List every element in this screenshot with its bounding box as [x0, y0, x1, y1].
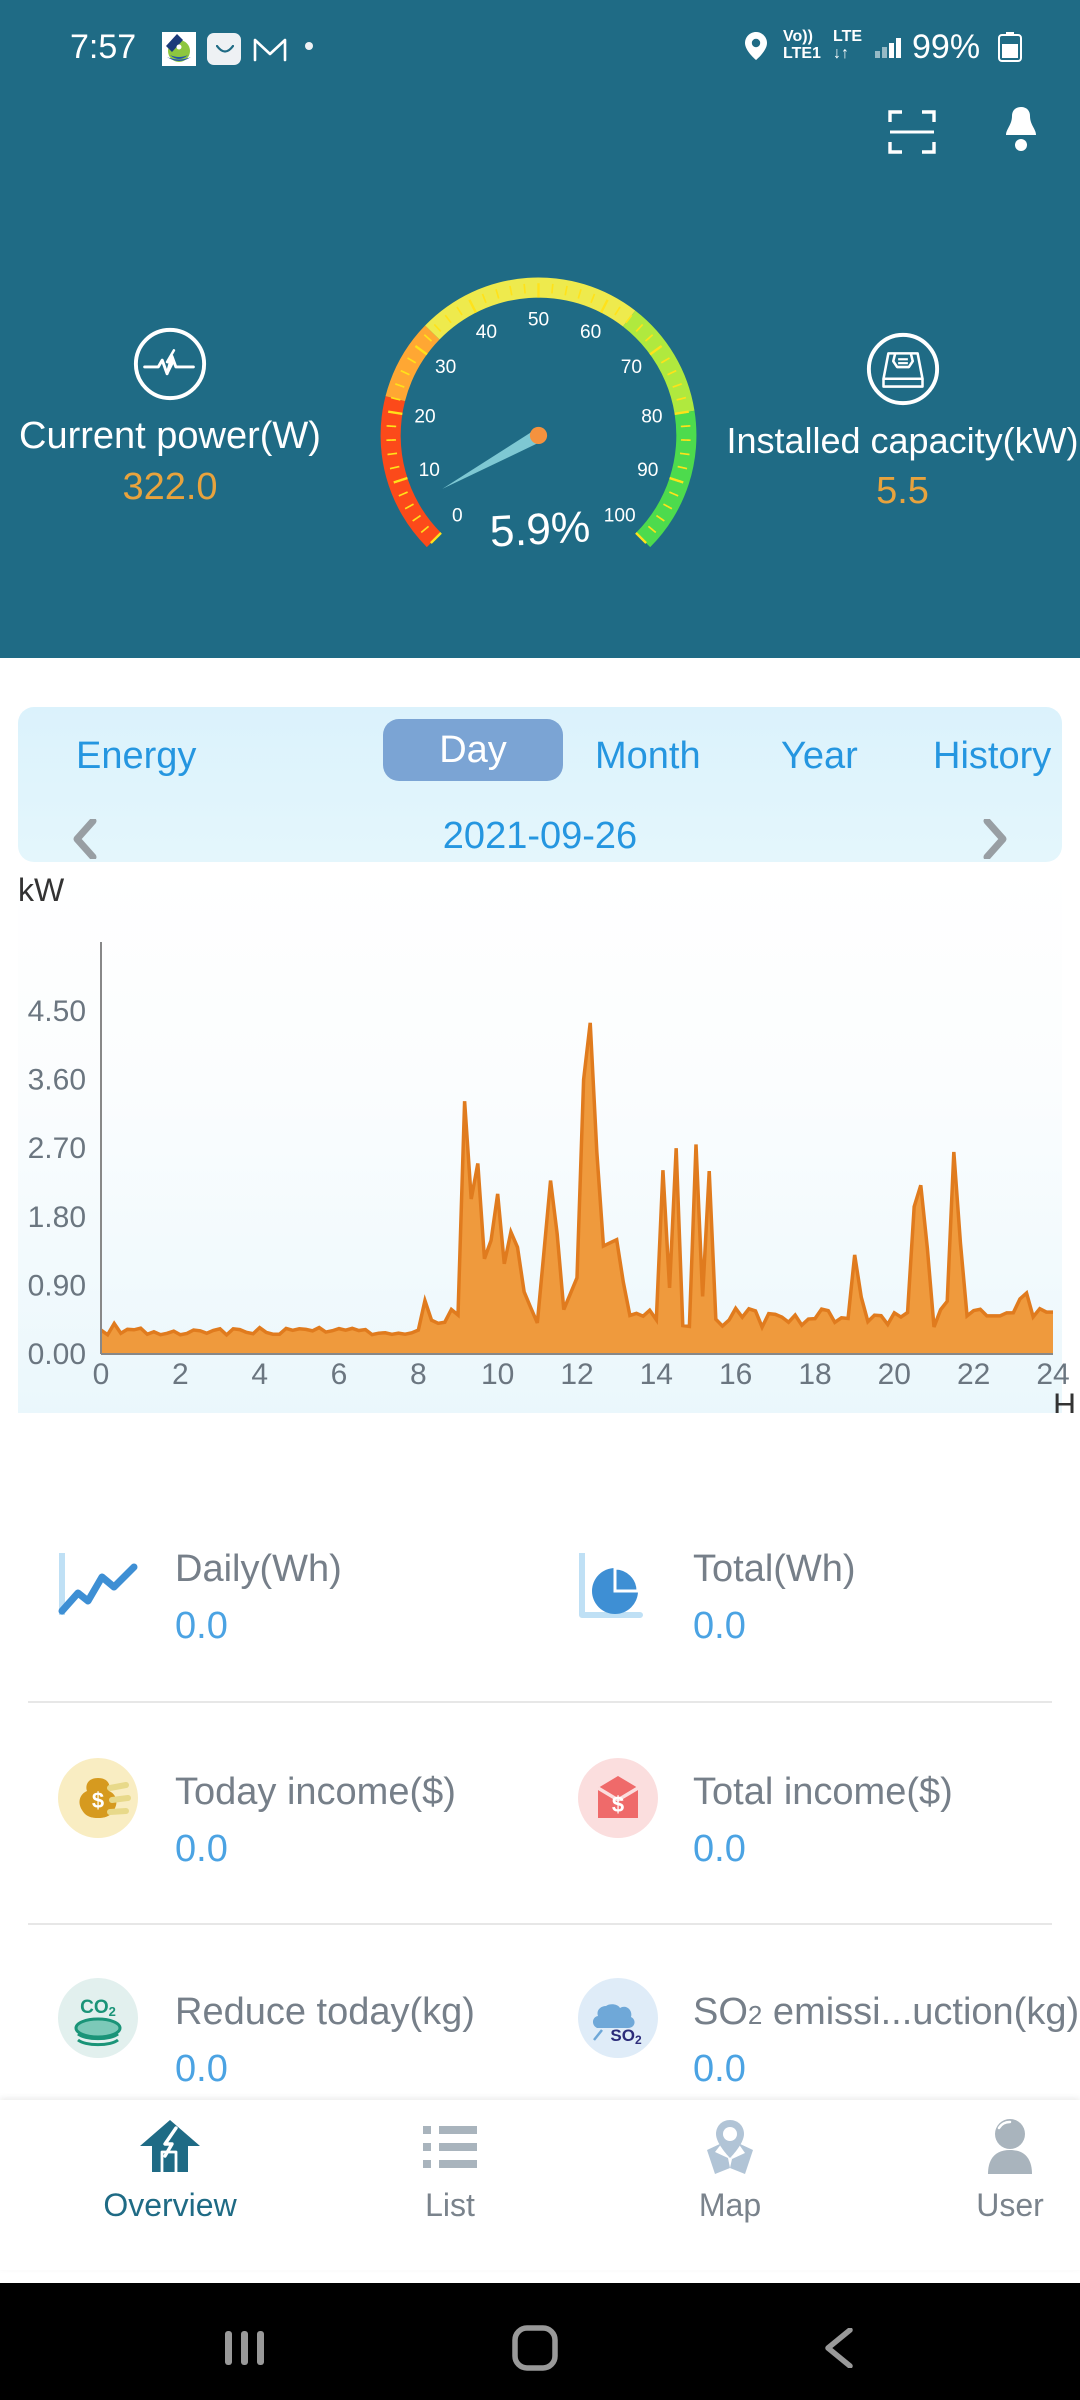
- svg-text:0.90: 0.90: [28, 1269, 86, 1302]
- svg-text:50: 50: [528, 310, 549, 331]
- svg-text:2: 2: [172, 1358, 189, 1391]
- svg-text:20: 20: [878, 1358, 911, 1391]
- svg-text:6: 6: [331, 1358, 348, 1391]
- svg-text:0: 0: [93, 1358, 110, 1391]
- svg-text:14: 14: [640, 1358, 673, 1391]
- svg-text:20: 20: [414, 407, 435, 428]
- svg-text:3.60: 3.60: [28, 1064, 86, 1097]
- svg-text:18: 18: [798, 1358, 831, 1391]
- svg-text:30: 30: [435, 357, 456, 378]
- svg-text:4: 4: [251, 1358, 268, 1391]
- svg-text:80: 80: [641, 407, 662, 428]
- svg-text:4.50: 4.50: [28, 995, 86, 1028]
- svg-text:16: 16: [719, 1358, 752, 1391]
- svg-text:0.00: 0.00: [28, 1338, 86, 1371]
- svg-text:1.80: 1.80: [28, 1201, 86, 1234]
- svg-text:10: 10: [481, 1358, 514, 1391]
- svg-text:$: $: [612, 1792, 624, 1817]
- svg-text:22: 22: [957, 1358, 990, 1391]
- svg-text:10: 10: [419, 460, 440, 481]
- svg-text:2.70: 2.70: [28, 1132, 86, 1165]
- svg-text:8: 8: [410, 1358, 427, 1391]
- svg-text:60: 60: [580, 322, 601, 343]
- svg-text:40: 40: [476, 322, 497, 343]
- svg-text:12: 12: [560, 1358, 593, 1391]
- svg-text:90: 90: [637, 460, 658, 481]
- svg-text:70: 70: [621, 357, 642, 378]
- svg-text:$: $: [92, 1788, 104, 1813]
